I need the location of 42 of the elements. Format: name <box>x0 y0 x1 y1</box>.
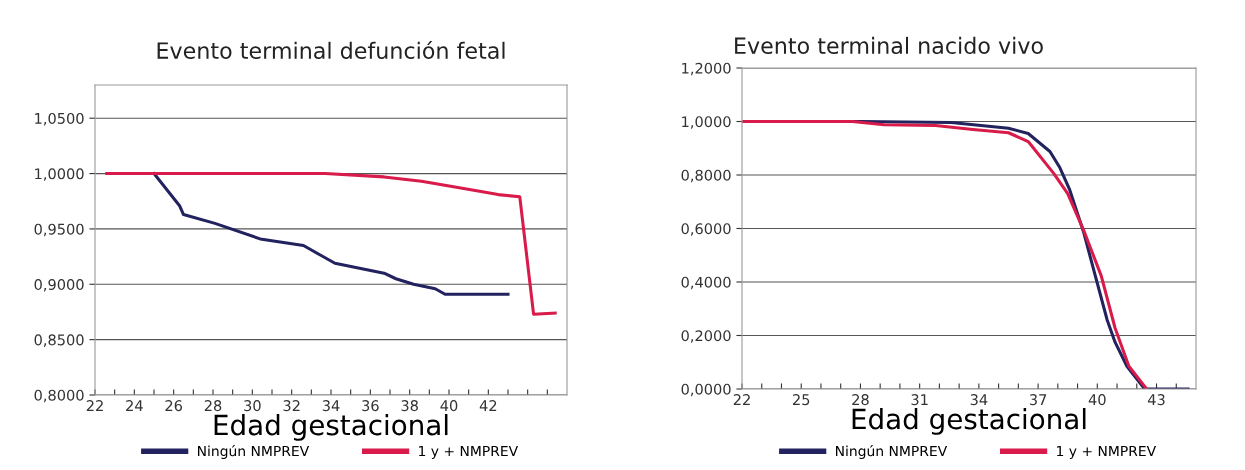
x-tick-label: 42 <box>479 400 497 411</box>
x-tick-label: 24 <box>126 400 143 411</box>
chart-title: Evento terminal defunción fetal <box>157 40 505 59</box>
x-tick-label: 22 <box>733 394 750 405</box>
x-tick-label: 40 <box>440 400 458 412</box>
chart-title: Evento terminal nacido vivo <box>735 36 1043 55</box>
x-tick-label: 28 <box>204 400 222 412</box>
line-series <box>152 172 510 296</box>
y-tick-label: 0,8000 <box>34 389 84 403</box>
x-tick-label: 25 <box>793 394 810 406</box>
y-tick-label: 0,8000 <box>681 169 731 183</box>
y-tick-label: 0,8500 <box>34 334 84 347</box>
y-tick-label: 1,0000 <box>35 168 84 181</box>
line-series <box>105 172 557 316</box>
y-tick-label: 0,2000 <box>681 330 731 343</box>
x-tick-label: 32 <box>283 400 300 412</box>
y-tick-label: 1,0500 <box>35 112 84 126</box>
x-tick-label: 34 <box>322 400 340 412</box>
x-tick-label: 26 <box>165 400 183 412</box>
y-tick-label: 1,0000 <box>682 116 731 129</box>
x-tick-label: 36 <box>362 400 379 412</box>
legend-label: 1 y + NMPREV <box>1057 445 1157 459</box>
x-tick-label: 22 <box>86 400 103 411</box>
x-tick-label: 37 <box>1029 394 1047 406</box>
y-tick-label: 0,9000 <box>34 279 84 292</box>
legend-label: Ningún NMPREV <box>836 445 948 459</box>
legend-label: 1 y + NMPREV <box>419 445 519 459</box>
x-tick-label: 30 <box>244 400 261 412</box>
x-axis-title: Edad gestacional <box>214 413 448 441</box>
y-tick-label: 0,0000 <box>681 383 731 397</box>
x-tick-label: 43 <box>1147 394 1165 406</box>
x-tick-label: 40 <box>1088 394 1106 406</box>
x-tick-label: 34 <box>970 394 988 406</box>
y-tick-label: 1,2000 <box>682 62 731 76</box>
y-tick-label: 0,9500 <box>34 223 84 237</box>
y-tick-label: 0,4000 <box>681 276 731 290</box>
y-tick-label: 0,6000 <box>681 223 731 236</box>
x-tick-label: 31 <box>911 394 928 406</box>
x-tick-label: 28 <box>852 394 869 406</box>
x-axis-title: Edad gestacional <box>852 407 1086 435</box>
legend-label: Ningún NMPREV <box>198 445 310 459</box>
x-tick-label: 38 <box>401 400 418 412</box>
